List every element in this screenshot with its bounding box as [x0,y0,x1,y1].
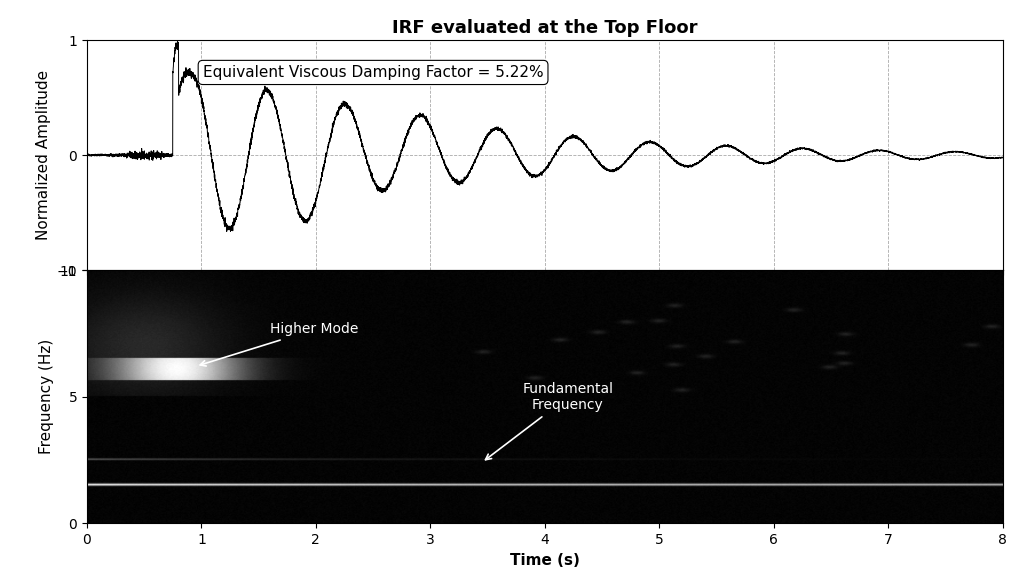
Y-axis label: Normalized Amplitude: Normalized Amplitude [36,70,51,240]
Text: Equivalent Viscous Damping Factor = 5.22%: Equivalent Viscous Damping Factor = 5.22… [203,65,543,80]
X-axis label: Time (s): Time (s) [509,553,580,568]
Text: Fundamental
Frequency: Fundamental Frequency [486,382,613,460]
Y-axis label: Frequency (Hz): Frequency (Hz) [39,339,54,454]
Text: Higher Mode: Higher Mode [201,323,358,366]
X-axis label: Normalized S-Transform: Normalized S-Transform [443,283,647,298]
Title: IRF evaluated at the Top Floor: IRF evaluated at the Top Floor [392,20,698,37]
